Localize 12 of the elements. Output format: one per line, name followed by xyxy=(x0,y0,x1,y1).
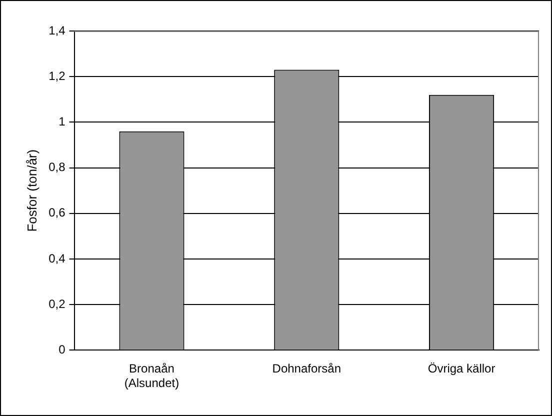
y-tick-label: 0,2 xyxy=(48,296,66,311)
y-tick-label: 0,8 xyxy=(48,160,66,174)
y-tick-label: 1 xyxy=(58,114,66,129)
y-tick-label: 1,4 xyxy=(48,23,66,38)
y-axis-title: Fosfor (ton/år) xyxy=(24,149,40,232)
y-tick-label: 0 xyxy=(58,342,66,357)
y-tick-label: 0,4 xyxy=(48,251,66,266)
x-tick-label: Bronaån (Alsundet) xyxy=(124,362,180,390)
x-tick-label: Övriga källor xyxy=(428,362,496,376)
y-tick-label: 0,6 xyxy=(48,206,66,220)
y-tick-label: 1,2 xyxy=(48,68,66,83)
x-tick-label: Dohnaforsån xyxy=(272,362,341,376)
